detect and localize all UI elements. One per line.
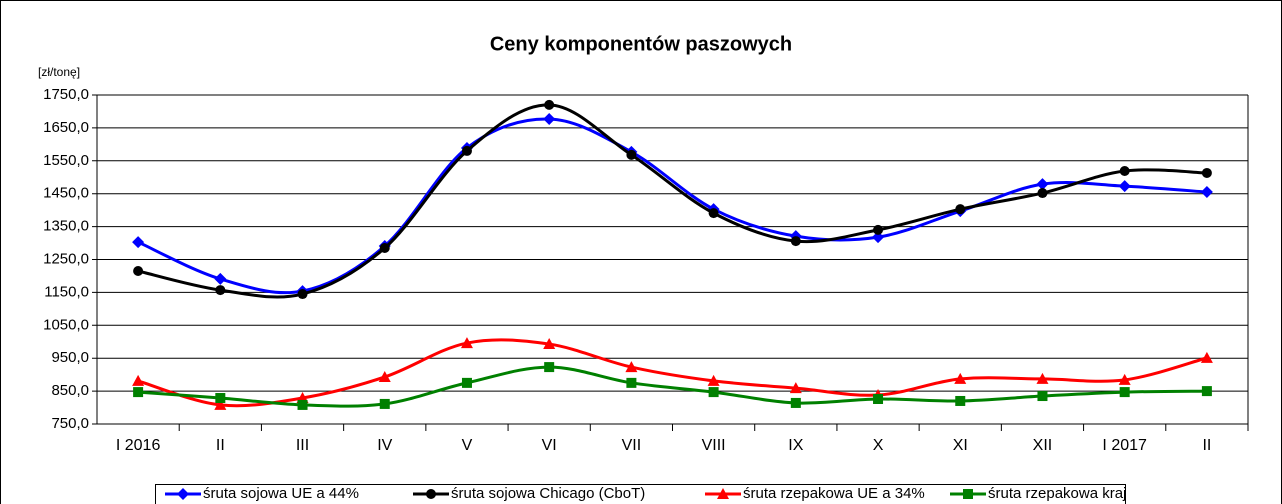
legend-label: śruta sojowa UE a 44%	[203, 485, 359, 502]
legend-box	[155, 484, 1126, 504]
y-tick-label: 1650,0	[43, 119, 89, 136]
marker	[297, 289, 308, 300]
marker	[132, 236, 145, 249]
x-tick-label: VI	[542, 437, 557, 454]
series-line	[137, 365, 1207, 408]
y-tick-label: 950,0	[51, 349, 89, 366]
marker	[133, 387, 144, 398]
marker	[708, 208, 719, 219]
y-tick-label: 1250,0	[43, 250, 89, 267]
marker	[625, 361, 638, 373]
marker	[461, 145, 472, 156]
y-tick-label: 750,0	[51, 415, 89, 432]
marker	[1200, 186, 1213, 199]
y-tick-label: 1450,0	[43, 185, 89, 202]
marker	[461, 377, 472, 388]
marker	[215, 393, 226, 404]
x-tick-label: VIII	[702, 437, 726, 454]
marker	[379, 242, 390, 253]
y-tick-label: 850,0	[51, 382, 89, 399]
y-tick-label: 1750,0	[43, 86, 89, 103]
chart-title: Ceny komponentów paszowych	[490, 33, 792, 55]
marker	[1037, 391, 1048, 402]
marker	[378, 370, 391, 382]
y-unit: [zł/tonę]	[38, 65, 80, 79]
x-tick-label: II	[1202, 437, 1211, 454]
x-tick-label: X	[873, 437, 884, 454]
marker	[133, 266, 144, 277]
marker	[1036, 178, 1049, 191]
marker	[1118, 373, 1131, 385]
marker	[214, 398, 227, 410]
marker	[543, 113, 556, 126]
marker	[790, 236, 801, 247]
marker	[177, 488, 189, 500]
y-tick-label: 1550,0	[43, 152, 89, 169]
x-tick-label: VII	[622, 437, 642, 454]
marker	[1201, 167, 1212, 178]
x-tick-label: IX	[788, 437, 803, 454]
marker	[872, 231, 885, 244]
x-tick-label: V	[462, 437, 473, 454]
x-tick-label: II	[216, 437, 225, 454]
y-tick-label: 1150,0	[44, 283, 89, 300]
marker	[707, 374, 720, 386]
y-tick-label: 1350,0	[43, 218, 89, 235]
marker	[426, 489, 436, 499]
marker	[873, 393, 884, 404]
marker	[626, 377, 637, 388]
legend-label: śruta rzepakowa kraj	[988, 485, 1126, 502]
marker	[955, 395, 966, 406]
marker	[379, 398, 390, 409]
marker	[717, 488, 729, 499]
marker	[873, 224, 884, 235]
x-tick-label: I 2016	[116, 437, 161, 454]
marker	[789, 382, 802, 394]
marker	[1037, 188, 1048, 199]
x-tick-label: XII	[1033, 437, 1053, 454]
marker	[954, 372, 967, 384]
marker	[1200, 351, 1213, 363]
x-tick-label: IV	[377, 437, 392, 454]
marker	[626, 149, 637, 160]
marker	[544, 362, 555, 373]
marker	[1119, 387, 1130, 398]
marker	[1118, 180, 1131, 193]
marker	[963, 489, 973, 499]
marker	[215, 285, 226, 296]
marker	[132, 374, 145, 386]
x-tick-label: I 2017	[1102, 437, 1147, 454]
marker	[708, 387, 719, 398]
legend-label: śruta sojowa Chicago (CboT)	[451, 485, 645, 502]
marker	[790, 397, 801, 408]
marker	[1036, 372, 1049, 384]
marker	[544, 99, 555, 110]
legend-label: śruta rzepakowa UE a 34%	[743, 485, 925, 502]
x-tick-label: XI	[953, 437, 968, 454]
series-line	[137, 103, 1207, 299]
series-line	[137, 117, 1207, 295]
marker	[297, 399, 308, 410]
marker	[955, 204, 966, 215]
marker	[1119, 165, 1130, 176]
marker	[214, 272, 227, 285]
marker	[460, 337, 473, 349]
series-line	[137, 338, 1208, 408]
x-tick-label: III	[296, 437, 309, 454]
marker	[1201, 386, 1212, 397]
y-tick-label: 1050,0	[43, 316, 89, 333]
marker	[543, 338, 556, 350]
